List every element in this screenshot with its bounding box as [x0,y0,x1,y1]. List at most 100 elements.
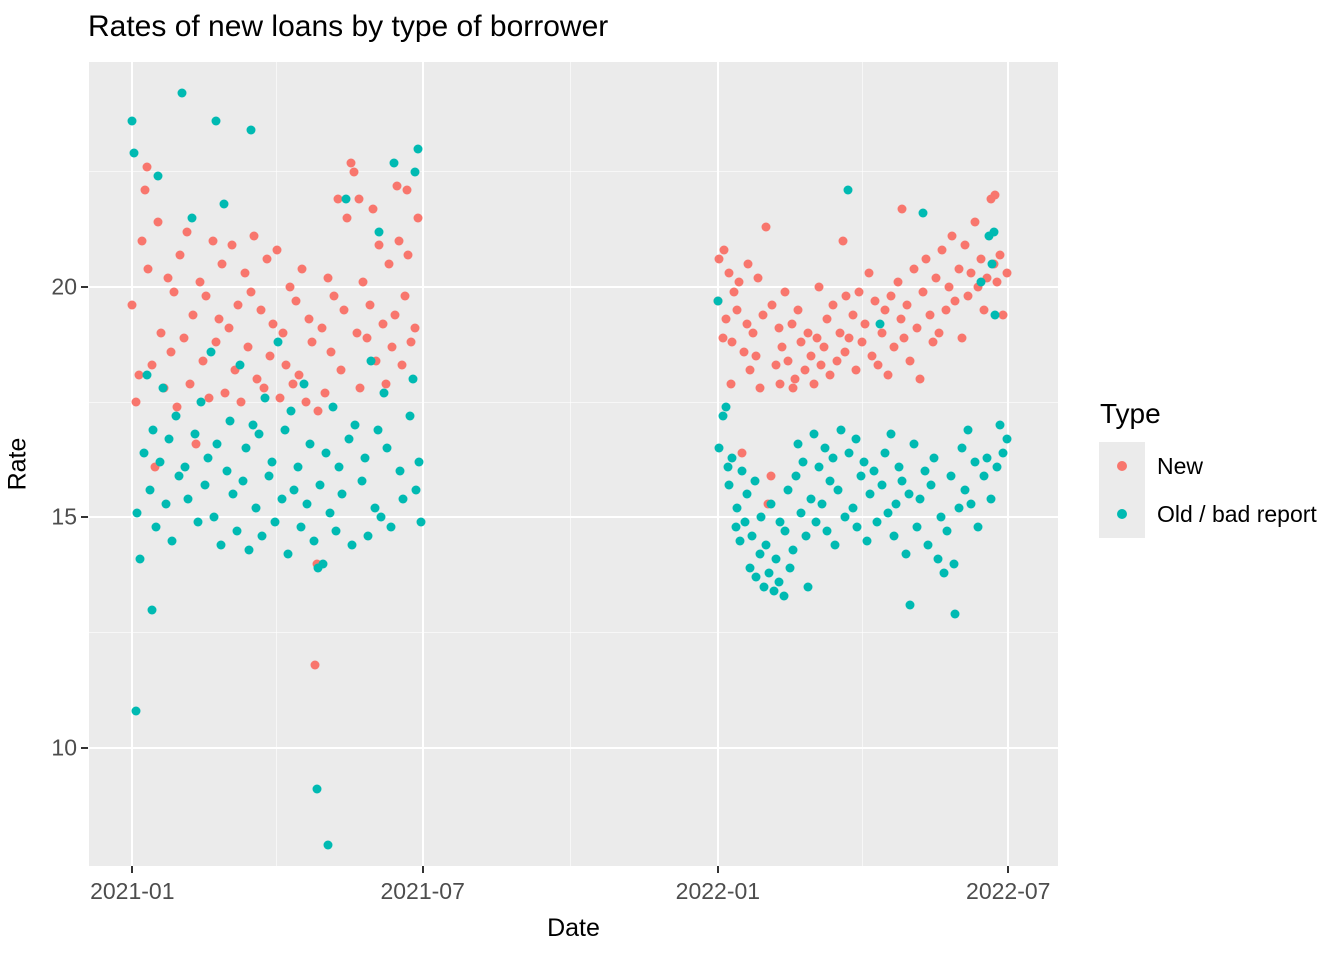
data-point-old [998,448,1008,458]
data-point-old [774,577,784,587]
data-point-old [379,388,389,398]
data-point-new [787,319,797,329]
data-point-new [275,393,285,403]
data-point-new [301,397,311,407]
data-point-old [737,466,747,476]
data-point-new [970,217,980,227]
y-tick-mark [81,746,88,749]
data-point-new [954,264,964,274]
data-point-old [848,503,858,513]
data-point-new [748,328,758,338]
data-point-new [349,167,359,177]
data-point-old [901,549,911,559]
data-point-old [791,471,801,481]
data-point-new [870,296,880,306]
data-point-old [222,466,232,476]
data-point-old [219,199,229,209]
data-point-new [400,291,410,301]
data-point-new [864,268,874,278]
data-point-old [251,503,261,513]
data-point-old [289,485,299,495]
data-point-old [929,453,939,463]
data-point-new [905,356,915,366]
data-point-old [373,425,383,435]
data-point-old [325,508,335,518]
data-point-old [920,466,930,476]
data-point-old [260,393,270,403]
data-point-new [761,222,771,232]
data-point-old [843,185,853,195]
y-axis-title: Rate [3,437,32,491]
data-point-new [179,333,189,343]
data-point-new [397,360,407,370]
data-point-new [208,236,218,246]
data-point-new [825,370,835,380]
data-point-new [726,379,736,389]
data-point-new [828,300,838,310]
data-point-new [390,310,400,320]
data-point-old [376,512,386,522]
data-point-new [362,333,372,343]
data-point-old [840,512,850,522]
data-point-old [313,563,323,573]
data-point-old [389,158,399,167]
data-point-old [798,457,808,467]
data-point-old [732,503,742,513]
data-point-new [912,323,922,333]
data-point-old [350,420,360,430]
gridline [716,62,719,866]
data-point-new [147,360,157,370]
data-point-old [283,549,293,559]
data-point-old [990,310,1000,320]
data-point-new [973,282,983,292]
data-point-new [256,305,266,315]
data-point-old [992,462,1002,472]
data-point-new [142,162,152,172]
data-point-old [817,499,827,509]
gridline [89,171,1058,173]
data-point-new [960,240,970,250]
data-point-old [923,540,933,550]
data-point-new [937,245,947,255]
data-point-new [392,181,402,191]
data-point-old [987,259,997,269]
data-point-old [766,499,776,509]
data-point-old [177,88,187,98]
data-point-old [950,609,960,619]
data-point-new [800,365,810,375]
data-point-new [727,337,737,347]
data-point-old [264,471,274,481]
data-point-new [394,236,404,246]
data-point-new [783,356,793,366]
data-point-old [995,420,1005,430]
data-point-old [724,480,734,490]
data-point-old [228,489,238,499]
data-point-old [257,531,267,541]
data-point-old [954,503,964,513]
x-tick-label: 2022-07 [966,878,1051,904]
data-point-new [774,323,784,333]
data-point-old [135,554,145,564]
data-point-old [129,148,139,158]
y-tick-mark [81,516,88,519]
data-point-new [925,310,935,320]
data-point-old [926,480,936,490]
data-point-new [211,337,221,347]
data-point-old [912,522,922,532]
data-point-new [889,342,899,352]
data-point-old [747,531,757,541]
data-point-new [873,360,883,370]
data-point-new [410,323,420,333]
data-point-new [153,217,163,227]
data-point-old [933,554,943,564]
data-point-old [328,402,338,412]
data-point-new [201,291,211,301]
data-point-new [272,245,282,255]
data-point-old [127,116,137,126]
data-point-new [224,323,234,333]
legend-key-box [1099,442,1145,490]
data-point-new [169,287,179,297]
data-point-old [244,545,254,555]
data-point-new [886,291,896,301]
gridline [89,746,1058,749]
